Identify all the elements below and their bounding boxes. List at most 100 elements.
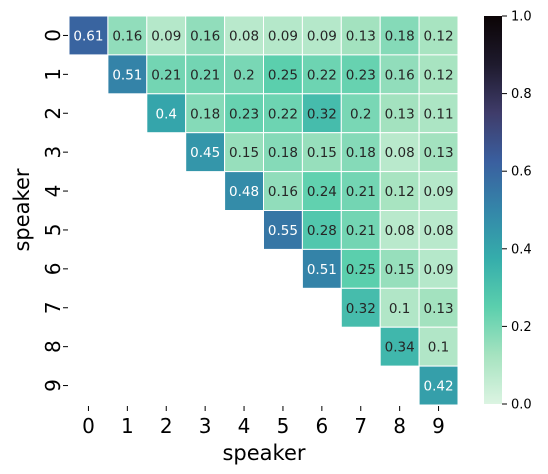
cell-value-label: 0.08 bbox=[229, 28, 259, 44]
y-tick-label: 5 bbox=[41, 224, 65, 237]
cell-value-label: 0.13 bbox=[424, 301, 454, 317]
cell-value-label: 0.55 bbox=[268, 223, 298, 239]
cell-value-label: 0.32 bbox=[346, 301, 376, 317]
cell-value-label: 0.09 bbox=[151, 28, 181, 44]
cell-value-label: 0.15 bbox=[307, 145, 337, 161]
heatmap-cell bbox=[224, 171, 265, 212]
cell-value-label: 0.11 bbox=[424, 106, 454, 122]
cell-value-label: 0.21 bbox=[190, 67, 220, 83]
heatmap-cell bbox=[301, 210, 342, 250]
heatmap-cell bbox=[418, 248, 459, 289]
heatmap-cell bbox=[340, 15, 381, 56]
heatmap-cell bbox=[224, 132, 265, 173]
cell-value-label: 0.16 bbox=[268, 184, 298, 200]
y-axis-label: speaker bbox=[10, 168, 34, 251]
cell-value-label: 0.22 bbox=[307, 67, 337, 83]
heatmap-cell bbox=[340, 248, 381, 289]
cell-value-label: 0.13 bbox=[385, 106, 415, 122]
cell-value-label: 0.51 bbox=[112, 67, 142, 83]
heatmap-cell bbox=[224, 54, 265, 95]
cell-value-label: 0.2 bbox=[233, 67, 254, 83]
heatmap-cell bbox=[263, 210, 303, 250]
cell-value-label: 0.32 bbox=[307, 106, 337, 122]
colorbar-tick-label: 0.8 bbox=[511, 87, 532, 102]
heatmap-cell bbox=[340, 287, 381, 328]
colorbar-gradient bbox=[484, 16, 502, 404]
heatmap-cell bbox=[379, 54, 420, 95]
x-axis-label: speaker bbox=[222, 441, 305, 465]
heatmap-cell bbox=[107, 15, 148, 56]
colorbar-tick-label: 0.2 bbox=[511, 320, 532, 335]
cell-value-label: 0.16 bbox=[112, 28, 142, 44]
x-tick-label: 5 bbox=[277, 414, 290, 438]
cell-value-label: 0.08 bbox=[424, 223, 454, 239]
cell-value-label: 0.23 bbox=[346, 67, 376, 83]
y-tick-label: 7 bbox=[41, 301, 65, 314]
cell-value-label: 0.12 bbox=[385, 184, 415, 200]
cell-value-label: 0.15 bbox=[229, 145, 259, 161]
cell-value-label: 0.16 bbox=[190, 28, 220, 44]
heatmap-cell bbox=[301, 54, 342, 95]
heatmap-cell bbox=[185, 132, 226, 173]
cell-value-label: 0.13 bbox=[424, 145, 454, 161]
cell-value-label: 0.4 bbox=[156, 106, 177, 122]
heatmap-cell bbox=[418, 287, 459, 328]
cell-value-label: 0.08 bbox=[385, 223, 415, 239]
heatmap-cell bbox=[418, 54, 459, 95]
heatmap-cell bbox=[379, 326, 420, 367]
heatmap-cell bbox=[68, 15, 109, 56]
cell-value-label: 0.18 bbox=[346, 145, 376, 161]
colorbar-tick-label: 0.4 bbox=[511, 242, 532, 257]
cell-value-label: 0.09 bbox=[268, 28, 298, 44]
colorbar-tick-label: 0.6 bbox=[511, 165, 532, 180]
cell-value-label: 0.2 bbox=[350, 106, 371, 122]
heatmap-cell bbox=[301, 248, 342, 289]
cell-value-label: 0.18 bbox=[268, 145, 298, 161]
cell-value-label: 0.12 bbox=[424, 67, 454, 83]
x-tick-label: 4 bbox=[238, 414, 251, 438]
heatmap-cell bbox=[263, 15, 303, 56]
x-axis: 0 1 2 3 4 5 6 7 8 9 bbox=[82, 406, 445, 438]
y-tick-label: 2 bbox=[41, 107, 65, 120]
x-tick-label: 0 bbox=[82, 414, 95, 438]
cell-value-label: 0.18 bbox=[190, 106, 220, 122]
cell-value-label: 0.21 bbox=[346, 223, 376, 239]
colorbar-ticks: 0.0 0.2 0.4 0.6 0.8 1.0 bbox=[502, 10, 532, 413]
cell-value-label: 0.51 bbox=[307, 262, 337, 278]
colorbar-tick-label: 1.0 bbox=[511, 10, 532, 25]
cell-value-label: 0.1 bbox=[428, 340, 449, 356]
heatmap-cell bbox=[379, 287, 420, 328]
cell-value-label: 0.09 bbox=[424, 184, 454, 200]
cell-value-label: 0.34 bbox=[385, 340, 415, 356]
heatmap-cell bbox=[340, 54, 381, 95]
heatmap-cell bbox=[418, 93, 459, 134]
y-tick-label: 3 bbox=[41, 146, 65, 159]
cell-value-label: 0.61 bbox=[73, 28, 103, 44]
x-tick-label: 7 bbox=[354, 414, 367, 438]
cell-value-labels: 0.61 0.16 0.09 0.16 0.08 0.09 0.09 0.13 0.18 0.12… bbox=[73, 28, 453, 394]
y-tick-label: 0 bbox=[41, 29, 65, 42]
x-tick-label: 1 bbox=[121, 414, 134, 438]
y-tick-label: 9 bbox=[41, 379, 65, 392]
x-tick-label: 6 bbox=[315, 414, 328, 438]
heatmap-cell bbox=[379, 248, 420, 289]
cell-value-label: 0.08 bbox=[385, 145, 415, 161]
x-tick-label: 8 bbox=[393, 414, 406, 438]
heatmap-cell bbox=[301, 171, 342, 212]
y-tick-label: 6 bbox=[41, 262, 65, 275]
cell-value-label: 0.25 bbox=[268, 67, 298, 83]
heatmap-cells bbox=[68, 15, 459, 406]
heatmap-cell bbox=[418, 15, 459, 56]
cell-value-label: 0.13 bbox=[346, 28, 376, 44]
y-tick-label: 4 bbox=[41, 185, 65, 198]
cell-value-label: 0.12 bbox=[424, 28, 454, 44]
cell-value-label: 0.15 bbox=[385, 262, 415, 278]
heatmap-cell bbox=[263, 93, 303, 134]
y-tick-label: 1 bbox=[41, 68, 65, 81]
cell-value-label: 0.18 bbox=[385, 28, 415, 44]
cell-value-label: 0.45 bbox=[190, 145, 220, 161]
x-tick-label: 2 bbox=[160, 414, 173, 438]
heatmap-cell bbox=[146, 54, 187, 95]
heatmap-cell bbox=[224, 93, 265, 134]
